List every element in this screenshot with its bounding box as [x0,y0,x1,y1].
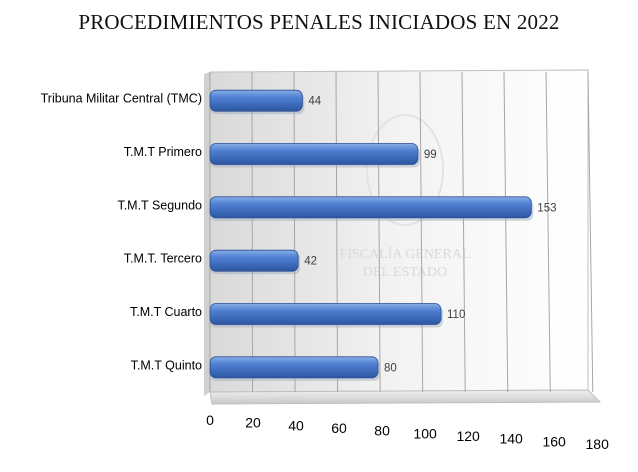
x-tick-label: 120 [456,428,480,444]
x-tick-label: 60 [331,420,347,436]
bar [209,89,303,112]
gridline [503,71,509,393]
bar [209,143,419,165]
gridline [419,71,424,393]
category-label: T.M.T Segundo [117,198,202,212]
value-axis: 0 20 40 60 80 100 120 140 160 180 [206,412,609,452]
bar [209,303,442,325]
x-tick-label: 160 [542,433,566,449]
bars: 44 99 153 42 110 80 [209,89,556,381]
category-label: T.M.T Quinto [131,358,202,372]
seal-emblem [366,114,444,226]
chart-title: PROCEDIMIENTOS PENALES INICIADOS EN 2022 [78,10,560,34]
watermark-text: DEL ESTADO [363,265,447,280]
back-wall [209,69,589,393]
x-tick-label: 140 [499,431,523,447]
data-label: 44 [308,96,321,108]
x-tick-label: 80 [374,423,390,439]
x-tick-label: 20 [245,415,261,431]
gridline [293,71,296,393]
plot-area [204,69,602,405]
gridline [461,71,466,393]
data-label: 80 [384,362,397,374]
side-wall [204,72,210,396]
gridline [335,71,339,393]
gridline [587,71,594,393]
gridlines [209,71,594,393]
category-axis: Tribuna Militar Central (TMC) T.M.T Prime… [41,92,202,373]
x-tick-label: 0 [206,412,214,428]
data-label: 110 [447,309,465,321]
bar [209,356,379,379]
data-label: 42 [304,256,317,268]
data-label: 153 [537,202,556,214]
bar [209,249,299,272]
gridline [545,71,551,393]
category-label: T.M.T Primero [124,145,202,159]
data-label: 99 [424,149,437,161]
watermark-text: FISCALÍA GENERAL [339,245,470,262]
bar [209,196,532,219]
floor [209,389,602,405]
gridline [251,71,254,393]
x-tick-label: 40 [288,417,304,433]
category-label: T.M.T Cuarto [130,305,202,319]
x-tick-label: 180 [586,436,610,452]
x-tick-label: 100 [413,425,437,441]
watermark-seal: FISCALÍA GENERAL DEL ESTADO [339,114,471,280]
gridline [377,71,381,393]
category-label: T.M.T. Tercero [124,252,202,266]
category-label: Tribuna Militar Central (TMC) [41,92,202,106]
